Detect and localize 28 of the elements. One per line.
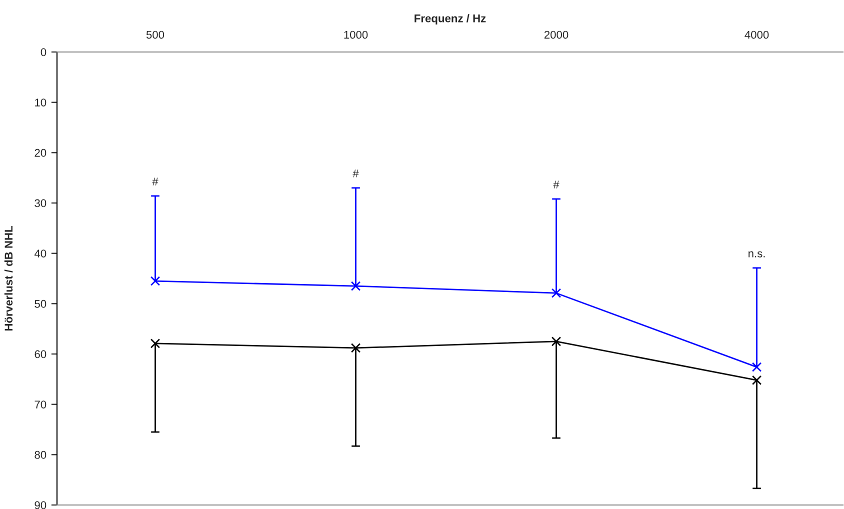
y-tick-label: 50	[34, 300, 46, 308]
y-tick-label: 20	[34, 148, 46, 157]
point	[752, 375, 762, 386]
y-tick-label: 60	[34, 350, 46, 358]
annotation: #	[553, 180, 560, 188]
y-tick-label: 40	[34, 250, 46, 258]
x-tick-label: 4000	[744, 30, 769, 39]
point	[350, 281, 361, 291]
point	[350, 343, 361, 353]
x-tick-label: 500	[146, 30, 164, 39]
y-tick-label: 10	[35, 98, 46, 106]
annotation: #	[152, 178, 158, 186]
x-tick-label: 2000	[544, 30, 568, 39]
y-tick-label: 30	[34, 199, 46, 208]
point	[551, 288, 562, 298]
x-axis-title: Frequenz / Hz	[414, 14, 486, 25]
point	[150, 338, 160, 348]
y-tick-label: 80	[34, 450, 46, 459]
point	[752, 362, 762, 372]
point	[551, 336, 562, 346]
y-axis-title: Hörverlust / dB NHL	[4, 226, 13, 331]
annotation: #	[352, 170, 359, 178]
y-tick-label: 70	[34, 400, 46, 408]
y-tick-label: 0	[40, 48, 46, 56]
point	[150, 276, 160, 286]
annotation: n.s.	[748, 251, 765, 258]
x-tick-label: 1000	[344, 30, 368, 39]
y-tick-label: 90	[34, 501, 46, 509]
